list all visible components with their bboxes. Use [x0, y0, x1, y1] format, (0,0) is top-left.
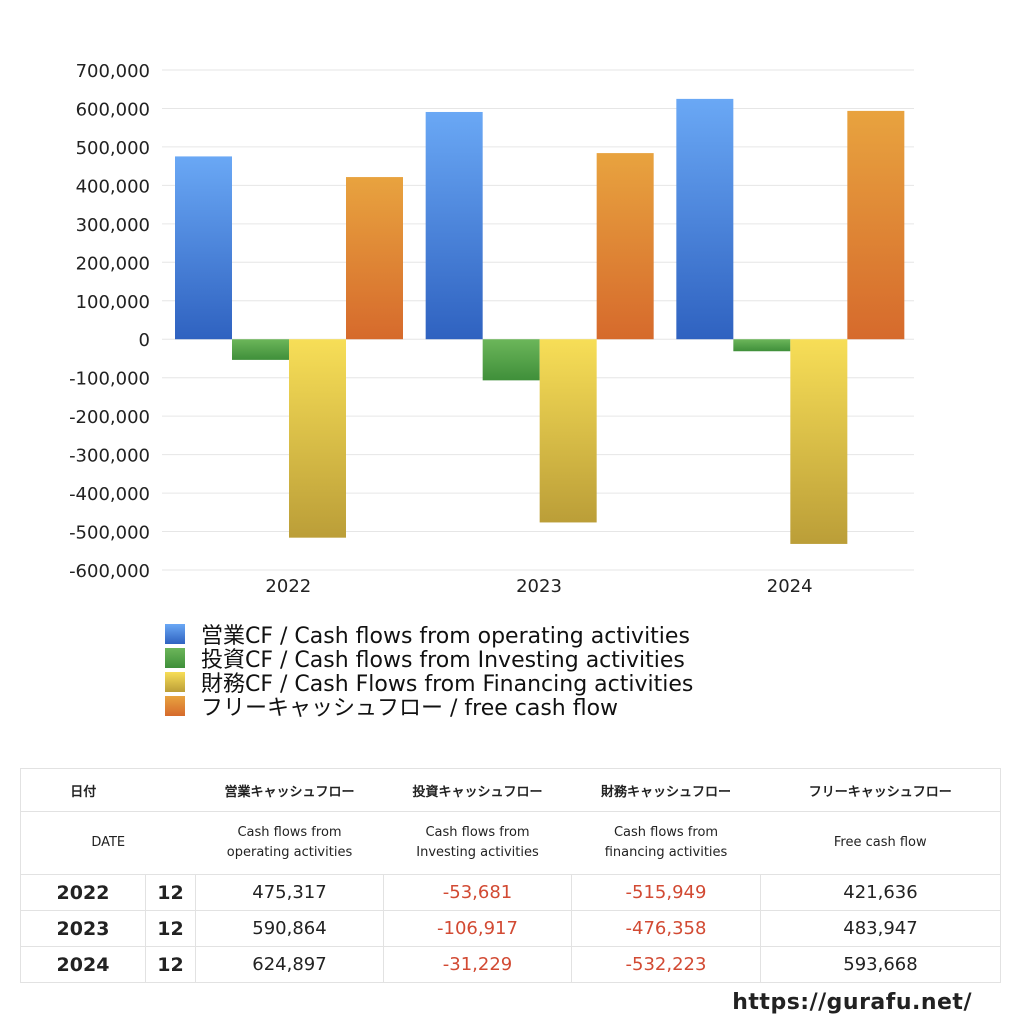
row-fcf: 483,947 — [760, 910, 1001, 947]
cash-flow-table: 日付 営業キャッシュフロー 投資キャッシュフロー 財務キャッシュフロー フリーキ… — [20, 768, 1001, 983]
row-financing: -532,223 — [571, 946, 761, 983]
table-header-jp: 日付 営業キャッシュフロー 投資キャッシュフロー 財務キャッシュフロー フリーキ… — [20, 768, 1001, 812]
row-operating: 590,864 — [195, 910, 384, 947]
row-investing: -53,681 — [383, 874, 572, 911]
row-financing: -476,358 — [571, 910, 761, 947]
row-operating: 475,317 — [195, 874, 384, 911]
header-operating-en-line1: Cash flows from — [237, 825, 342, 840]
y-tick-label: -100,000 — [69, 369, 150, 390]
legend-swatch-investing — [165, 648, 185, 668]
bar-2023-series-1 — [482, 339, 540, 381]
legend-label-financing: 財務CF / Cash Flows from Financing activit… — [201, 672, 694, 697]
bar-2024-series-1 — [733, 339, 791, 352]
bar-2022-series-1 — [232, 339, 289, 360]
table-row: 2022 12 475,317 -53,681 -515,949 421,636 — [20, 874, 1001, 911]
legend-item-financing: 財務CF / Cash Flows from Financing activit… — [165, 670, 693, 697]
bar-2023-series-3 — [596, 153, 654, 340]
header-operating-en: Cash flows from operating activities — [195, 811, 384, 875]
y-tick-label: 400,000 — [76, 176, 150, 197]
y-tick-label: 0 — [139, 330, 150, 351]
bar-2024-series-0 — [676, 98, 734, 340]
header-financing-en-line1: Cash flows from — [613, 825, 719, 840]
header-blank — [145, 768, 196, 812]
x-tick-label: 2024 — [767, 576, 813, 597]
header-fcf-jp: フリーキャッシュフロー — [760, 768, 1001, 812]
site-url[interactable]: https://gurafu.net/ — [732, 990, 972, 1015]
y-tick-label: -600,000 — [69, 561, 150, 582]
bar-2024-series-2 — [790, 339, 848, 544]
row-year: 2022 — [20, 874, 146, 911]
header-investing-jp: 投資キャッシュフロー — [383, 768, 572, 812]
table-row: 2024 12 624,897 -31,229 -532,223 593,668 — [20, 946, 1001, 983]
row-fcf: 421,636 — [760, 874, 1001, 911]
row-year: 2023 — [20, 910, 146, 947]
y-tick-label: -400,000 — [69, 484, 150, 505]
header-operating-jp: 営業キャッシュフロー — [195, 768, 384, 812]
legend-item-operating: 営業CF / Cash flows from operating activit… — [165, 622, 693, 649]
legend-label-free-cash-flow: フリーキャッシュフロー / free cash flow — [201, 696, 619, 721]
legend-label-operating: 営業CF / Cash flows from operating activit… — [201, 624, 690, 649]
row-fcf: 593,668 — [760, 946, 1001, 983]
y-tick-label: 600,000 — [76, 99, 150, 120]
row-month: 12 — [145, 946, 196, 983]
bar-2023-series-0 — [425, 111, 483, 340]
header-investing-en-line2: Investing activities — [416, 845, 539, 860]
x-tick-label: 2022 — [265, 576, 311, 597]
y-tick-label: -300,000 — [69, 446, 150, 467]
legend-item-free-cash-flow: フリーキャッシュフロー / free cash flow — [165, 694, 693, 721]
x-axis-ticks: 2022 2023 2024 — [265, 576, 812, 597]
header-operating-en-line2: operating activities — [226, 845, 353, 860]
row-financing: -515,949 — [571, 874, 761, 911]
legend-swatch-financing — [165, 672, 185, 692]
table-row: 2023 12 590,864 -106,917 -476,358 483,94… — [20, 910, 1001, 947]
bar-2022-series-3 — [346, 177, 403, 340]
y-tick-label: 300,000 — [76, 215, 150, 236]
legend-label-investing: 投資CF / Cash flows from Investing activit… — [201, 648, 685, 673]
row-year: 2024 — [20, 946, 146, 983]
cash-flow-chart: 700,000 600,000 500,000 400,000 300,000 200,0… — [69, 61, 914, 597]
y-tick-label: -200,000 — [69, 407, 150, 428]
header-fcf-en: Free cash flow — [760, 811, 1001, 875]
bar-2022-series-0 — [175, 156, 232, 340]
row-month: 12 — [145, 874, 196, 911]
header-financing-en: Cash flows from financing activities — [571, 811, 761, 875]
header-date-en: DATE — [20, 811, 196, 875]
bar-2024-series-3 — [847, 110, 905, 340]
y-tick-label: 100,000 — [76, 292, 150, 313]
bar-2022-series-2 — [289, 339, 346, 538]
header-financing-en-line2: financing activities — [604, 845, 728, 860]
row-investing: -106,917 — [383, 910, 572, 947]
y-axis-ticks: 700,000 600,000 500,000 400,000 300,000 200,0… — [69, 61, 150, 582]
bars — [175, 98, 905, 544]
x-tick-label: 2023 — [516, 576, 562, 597]
grid — [162, 69, 914, 571]
y-tick-label: 500,000 — [76, 138, 150, 159]
legend: 営業CF / Cash flows from operating activit… — [165, 622, 693, 721]
row-investing: -31,229 — [383, 946, 572, 983]
bar-2023-series-2 — [539, 339, 597, 523]
y-tick-label: 200,000 — [76, 253, 150, 274]
header-financing-jp: 財務キャッシュフロー — [571, 768, 761, 812]
row-operating: 624,897 — [195, 946, 384, 983]
table-header-en: DATE Cash flows from operating activities… — [20, 811, 1001, 875]
legend-item-investing: 投資CF / Cash flows from Investing activit… — [165, 646, 693, 673]
legend-swatch-free-cash-flow — [165, 696, 185, 716]
header-date-jp: 日付 — [20, 768, 146, 812]
row-month: 12 — [145, 910, 196, 947]
header-investing-en-line1: Cash flows from — [425, 825, 530, 840]
y-tick-label: 700,000 — [76, 61, 150, 82]
y-tick-label: -500,000 — [69, 523, 150, 544]
legend-swatch-operating — [165, 624, 185, 644]
header-investing-en: Cash flows from Investing activities — [383, 811, 572, 875]
